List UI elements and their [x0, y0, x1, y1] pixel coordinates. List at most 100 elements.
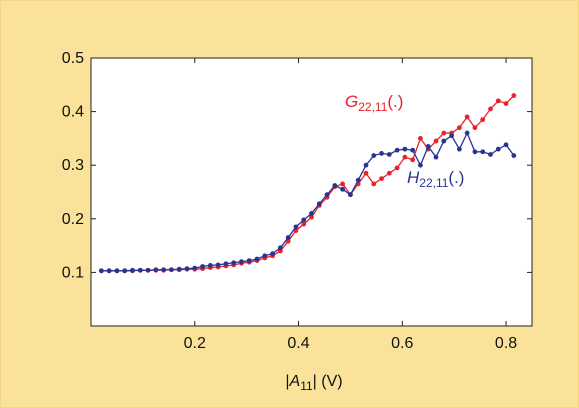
data-point [394, 165, 400, 171]
data-point [316, 201, 322, 207]
data-point [348, 192, 353, 198]
data-point [386, 170, 392, 176]
data-point [495, 146, 501, 152]
series-label-g: G22,11(.) [345, 92, 403, 114]
data-point [433, 138, 439, 144]
data-point [495, 98, 501, 104]
data-point [371, 181, 377, 187]
data-point [98, 268, 104, 274]
data-point [386, 152, 392, 157]
y-tick-label: 0.4 [62, 104, 84, 121]
data-point [106, 268, 112, 274]
data-point [145, 267, 151, 273]
series-label-h-sub: 22,11 [419, 176, 448, 190]
data-point [192, 265, 198, 271]
x-axis-label-close: | (V) [313, 373, 343, 390]
data-point [464, 130, 470, 136]
data-point [355, 177, 361, 183]
data-point [363, 170, 369, 176]
y-tick-label: 0.3 [62, 157, 84, 174]
x-axis-label-open: | [285, 373, 289, 390]
data-point [394, 147, 400, 153]
data-point [503, 142, 509, 148]
data-point [262, 253, 268, 259]
data-point [231, 260, 237, 266]
data-point [223, 261, 229, 267]
data-point [441, 138, 447, 144]
data-point [472, 149, 478, 155]
data-point [503, 101, 509, 106]
data-point [309, 214, 314, 220]
data-point [270, 251, 275, 257]
data-point [239, 259, 244, 265]
series-h [98, 130, 517, 274]
data-point [363, 162, 369, 168]
data-point [456, 125, 462, 131]
data-point [184, 266, 190, 272]
data-point [472, 125, 478, 131]
x-axis-label-sub: 11 [300, 379, 313, 393]
data-point [480, 149, 486, 155]
data-point [114, 268, 120, 274]
data-point [137, 267, 143, 273]
data-point [449, 133, 454, 139]
data-point [309, 211, 314, 216]
data-point [433, 154, 439, 160]
series-label-g-suffix: (.) [387, 92, 403, 111]
data-point [122, 268, 128, 274]
x-tick-label: 0.2 [184, 335, 206, 352]
data-point [418, 136, 423, 141]
data-point [488, 106, 493, 112]
y-tick-label: 0.1 [62, 264, 84, 281]
data-point [293, 224, 299, 230]
data-point [332, 183, 338, 188]
data-point [456, 146, 462, 152]
y-axis: 0.1 0.2 0.3 0.4 0.5 [62, 50, 532, 281]
series-label-g-var: G [345, 92, 358, 111]
data-point [379, 151, 384, 156]
data-point [511, 93, 517, 98]
data-point [418, 162, 423, 168]
data-point [488, 152, 493, 157]
series-label-h-suffix: (.) [448, 168, 464, 187]
data-point [410, 157, 416, 163]
data-point [340, 186, 346, 192]
y-tick-label: 0.2 [62, 211, 84, 228]
plot-area [90, 57, 533, 327]
data-point [410, 147, 416, 153]
data-point [153, 267, 159, 273]
series-layer [98, 93, 517, 274]
data-point [464, 114, 470, 120]
data-point [176, 266, 182, 272]
data-point [480, 117, 486, 123]
data-point [200, 264, 205, 269]
x-tick-label: 0.6 [391, 335, 413, 352]
data-point [301, 221, 307, 227]
data-point [246, 258, 252, 264]
x-tick-label: 0.4 [287, 335, 309, 352]
data-point [130, 267, 135, 273]
x-axis-label-var: A [289, 373, 301, 390]
data-point [425, 144, 431, 149]
data-point [379, 176, 384, 182]
series-label-g-sub: 22,11 [358, 100, 387, 114]
x-tick-label: 0.8 [495, 335, 517, 352]
x-axis: 0.2 0.4 0.6 0.8 [184, 58, 517, 352]
x-axis-label: |A11| (V) [285, 373, 342, 393]
data-point [215, 262, 221, 268]
data-point [169, 267, 174, 273]
data-point [441, 130, 447, 136]
data-point [340, 181, 346, 187]
data-point [371, 153, 377, 158]
data-point [511, 153, 517, 158]
data-point [402, 154, 408, 160]
data-point [285, 235, 291, 240]
series-label-h-var: H [407, 168, 420, 187]
y-tick-label: 0.5 [62, 50, 84, 67]
data-point [301, 217, 307, 223]
series-label-h: H22,11(.) [407, 168, 464, 190]
data-point [207, 263, 213, 268]
data-point [254, 256, 260, 262]
